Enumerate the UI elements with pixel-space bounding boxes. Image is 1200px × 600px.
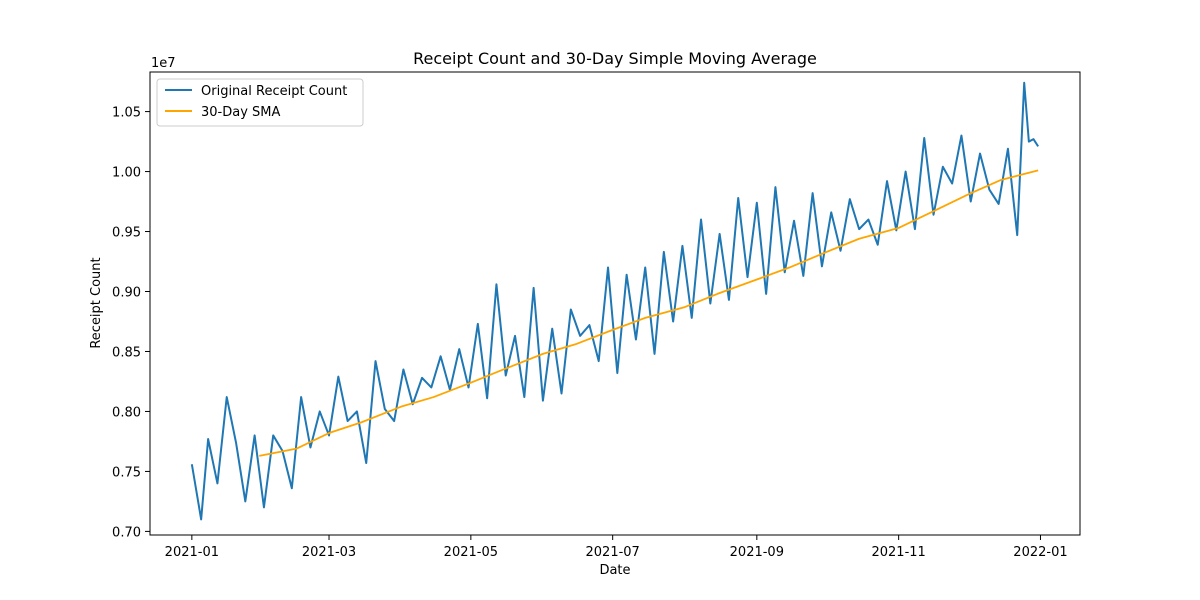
legend-label-sma: 30-Day SMA [201, 105, 281, 120]
y-axis-label: Receipt Count [89, 257, 104, 348]
y-tick-label: 1.00 [112, 166, 141, 181]
legend-label-original: Original Receipt Count [201, 84, 347, 99]
series-layer [190, 81, 1039, 521]
y-axis: 0.70 0.75 0.80 0.85 0.90 0.95 1.00 1.05 [112, 106, 150, 540]
x-axis-label: Date [599, 563, 630, 578]
y-tick-label: 0.75 [112, 465, 141, 480]
x-tick-label: 2021-07 [586, 545, 640, 560]
x-tick-label: 2021-09 [730, 545, 784, 560]
plot-frame [149, 71, 1081, 536]
y-tick-label: 0.70 [112, 525, 141, 540]
series-line-30-day-sma [259, 169, 1039, 457]
x-tick-label: 2021-11 [871, 545, 925, 560]
x-tick-label: 2022-01 [1013, 545, 1067, 560]
y-tick-label: 0.95 [112, 226, 141, 241]
series-line-original-receipt-count [190, 81, 1039, 521]
y-axis-offset-label: 1e7 [151, 56, 176, 71]
plot-area [149, 71, 1081, 536]
legend: Original Receipt Count 30-Day SMA [156, 78, 364, 127]
y-tick-label: 0.80 [112, 405, 141, 420]
y-tick-label: 1.05 [112, 106, 141, 121]
y-tick-label: 0.85 [112, 345, 141, 360]
x-axis: 2021-01 2021-03 2021-05 2021-07 2021-09 2021-… [165, 535, 1068, 560]
x-tick-label: 2021-05 [444, 545, 498, 560]
chart-title: Receipt Count and 30-Day Simple Moving A… [413, 49, 817, 68]
legend-box [156, 78, 364, 127]
x-tick-label: 2021-01 [165, 545, 219, 560]
y-tick-label: 0.90 [112, 286, 141, 301]
x-tick-label: 2021-03 [302, 545, 356, 560]
